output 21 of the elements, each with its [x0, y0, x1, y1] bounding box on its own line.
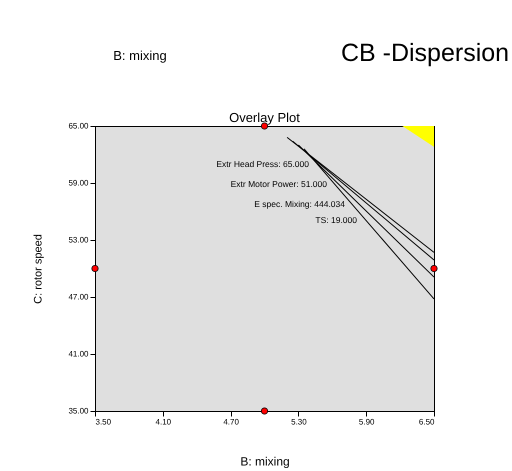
x-tick-label: 3.50	[96, 418, 112, 426]
y-axis-title: C: rotor speed	[32, 234, 44, 304]
x-tick-label: 5.90	[358, 418, 376, 426]
annotation: Extr Motor Power: 51.000	[230, 179, 328, 189]
x-tick-label: 5.30	[291, 418, 308, 426]
text: CB -Dispersion	[340, 39, 510, 67]
y-tick-label: 41.00	[68, 350, 90, 358]
x-tick-label: 4.10	[156, 418, 172, 426]
y-tick-label: 47.00	[68, 292, 90, 302]
annotation: TS: 19.000	[315, 215, 358, 225]
y-tick-label: 35.00	[68, 406, 90, 416]
annotation: E spec. Mixing: 444.034	[254, 199, 346, 209]
y-tick-label: 59.00	[68, 178, 90, 188]
annotation: Extr Head Press: 65.000	[216, 159, 310, 169]
x-tick-label: 4.70	[223, 418, 240, 426]
y-tick-label: 53.00	[68, 236, 90, 244]
chart-title: Overlay Plot	[229, 110, 300, 125]
x-axis-title: B: mixing	[240, 454, 290, 468]
y-tick-label: 65.00	[68, 122, 90, 130]
text: B: mixing	[113, 48, 167, 63]
x-tick-label: 6.50	[418, 418, 436, 426]
